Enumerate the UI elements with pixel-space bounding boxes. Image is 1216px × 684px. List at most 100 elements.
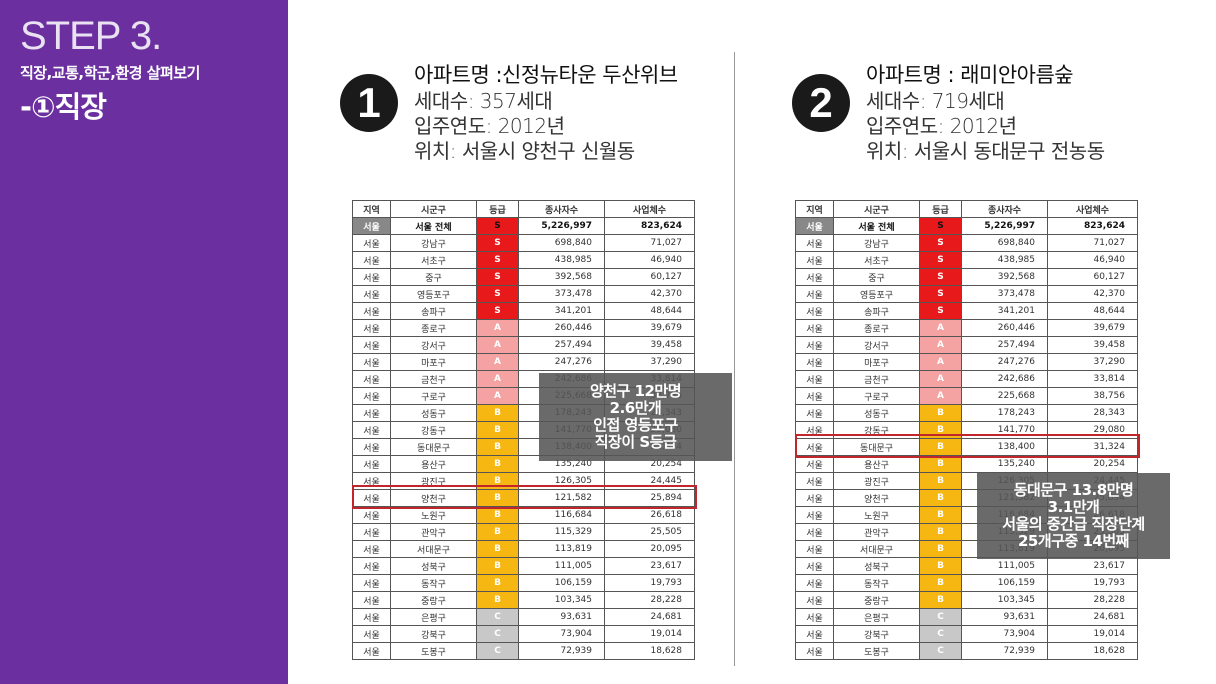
region-cell: 서울 xyxy=(795,353,834,371)
grade-cell: B xyxy=(919,591,962,609)
grade-cell: S xyxy=(476,268,519,286)
region-cell: 서울 xyxy=(352,268,391,286)
region-cell: 서울 xyxy=(352,591,391,609)
apartment-name: 아파트명 : 래미안아름숲 xyxy=(866,63,1074,87)
district-cell: 노원구 xyxy=(390,506,477,524)
callout-line: 3.1만개 xyxy=(1047,498,1100,516)
district-cell: 양천구 xyxy=(833,489,920,507)
district-cell: 서초구 xyxy=(833,251,920,269)
grade-cell: B xyxy=(919,557,962,575)
businesses-cell: 39,458 xyxy=(1047,336,1138,354)
column-header: 사업체수 xyxy=(1047,200,1138,218)
region-cell: 서울 xyxy=(352,625,391,643)
grade-cell: A xyxy=(919,319,962,337)
table-row: 서울 도봉구 C 72,939 18,628 xyxy=(352,642,695,660)
employees-cell: 73,904 xyxy=(518,625,605,643)
employees-cell: 260,446 xyxy=(518,319,605,337)
grade-cell: B xyxy=(919,404,962,422)
businesses-cell: 71,027 xyxy=(1047,234,1138,252)
callout-line: 2.6만개 xyxy=(609,399,662,417)
grade-cell: C xyxy=(476,608,519,626)
callout-line: 서울의 중간급 직장단계 xyxy=(1002,515,1145,533)
businesses-cell: 42,370 xyxy=(604,285,695,303)
region-cell: 서울 xyxy=(795,472,834,490)
table-row: 서울 강북구 C 73,904 19,014 xyxy=(795,625,1138,643)
table-row: 서울 종로구 A 260,446 39,679 xyxy=(352,319,695,337)
region-cell: 서울 xyxy=(795,557,834,575)
district-cell: 서울 전체 xyxy=(833,217,920,235)
region-cell: 서울 xyxy=(795,608,834,626)
district-cell: 성동구 xyxy=(390,404,477,422)
district-cell: 성동구 xyxy=(833,404,920,422)
callout-line: 직장이 S등급 xyxy=(594,433,677,451)
employees-cell: 103,345 xyxy=(518,591,605,609)
table-row: 서울 서초구 S 438,985 46,940 xyxy=(795,251,1138,269)
employees-cell: 257,494 xyxy=(961,336,1048,354)
district-cell: 송파구 xyxy=(390,302,477,320)
businesses-cell: 23,617 xyxy=(1047,557,1138,575)
region-cell: 서울 xyxy=(352,438,391,456)
district-cell: 서울 전체 xyxy=(390,217,477,235)
region-cell: 서울 xyxy=(352,523,391,541)
district-cell: 종로구 xyxy=(390,319,477,337)
grade-cell: B xyxy=(919,523,962,541)
table-row: 서울 중랑구 B 103,345 28,228 xyxy=(795,591,1138,609)
businesses-cell: 19,793 xyxy=(1047,574,1138,592)
callout-box-1: 양천구 12만명 2.6만개 인접 영등포구 직장이 S등급 xyxy=(539,373,732,461)
callout-line: 동대문구 13.8만명 xyxy=(1013,481,1134,499)
district-cell: 도봉구 xyxy=(833,642,920,660)
column-header: 시군구 xyxy=(833,200,920,218)
businesses-cell: 42,370 xyxy=(1047,285,1138,303)
table-row: 서울 중구 S 392,568 60,127 xyxy=(352,268,695,286)
employees-cell: 260,446 xyxy=(961,319,1048,337)
grade-cell: B xyxy=(476,421,519,439)
grade-cell: A xyxy=(476,353,519,371)
district-cell: 마포구 xyxy=(833,353,920,371)
district-cell: 노원구 xyxy=(833,506,920,524)
businesses-cell: 33,814 xyxy=(1047,370,1138,388)
district-cell: 중구 xyxy=(833,268,920,286)
table-row: 서울 송파구 S 341,201 48,644 xyxy=(352,302,695,320)
column-header: 등급 xyxy=(919,200,962,218)
table-header-row: 지역 시군구 등급 종사자수 사업체수 xyxy=(795,200,1138,218)
region-cell: 서울 xyxy=(795,234,834,252)
businesses-cell: 24,681 xyxy=(1047,608,1138,626)
district-cell: 서초구 xyxy=(390,251,477,269)
region-cell: 서울 xyxy=(795,268,834,286)
table-row: 서울 종로구 A 260,446 39,679 xyxy=(795,319,1138,337)
grade-cell: S xyxy=(919,217,962,235)
region-cell: 서울 xyxy=(352,353,391,371)
businesses-cell: 823,624 xyxy=(1047,217,1138,235)
district-cell: 성북구 xyxy=(390,557,477,575)
region-cell: 서울 xyxy=(795,591,834,609)
sidebar: STEP 3. 직장,교통,학군,환경 살펴보기 -①직장 xyxy=(0,0,288,684)
district-cell: 마포구 xyxy=(390,353,477,371)
businesses-cell: 18,628 xyxy=(604,642,695,660)
grade-cell: B xyxy=(476,523,519,541)
table-row: 서울 강북구 C 73,904 19,014 xyxy=(352,625,695,643)
apartment-year: 입주연도: 2012년 xyxy=(866,114,1017,138)
table-header-row: 지역 시군구 등급 종사자수 사업체수 xyxy=(352,200,695,218)
businesses-cell: 39,458 xyxy=(604,336,695,354)
table-row: 서울 성북구 B 111,005 23,617 xyxy=(795,557,1138,575)
district-cell: 광진구 xyxy=(833,472,920,490)
apartment-households: 세대수: 719세대 xyxy=(866,89,1005,113)
employees-cell: 438,985 xyxy=(518,251,605,269)
table-row: 서울 마포구 A 247,276 37,290 xyxy=(352,353,695,371)
column-header: 종사자수 xyxy=(961,200,1048,218)
businesses-cell: 39,679 xyxy=(1047,319,1138,337)
table-row: 서울 강서구 A 257,494 39,458 xyxy=(352,336,695,354)
region-cell: 서울 xyxy=(352,557,391,575)
district-cell: 서대문구 xyxy=(390,540,477,558)
apartment-info: 아파트명 : 래미안아름숲 세대수: 719세대 입주연도: 2012년 위치:… xyxy=(866,62,1105,164)
grade-cell: B xyxy=(476,574,519,592)
grade-cell: S xyxy=(919,285,962,303)
table-row: 서울 도봉구 C 72,939 18,628 xyxy=(795,642,1138,660)
businesses-cell: 60,127 xyxy=(604,268,695,286)
grade-cell: B xyxy=(476,557,519,575)
grade-cell: B xyxy=(476,404,519,422)
region-cell: 서울 xyxy=(352,540,391,558)
